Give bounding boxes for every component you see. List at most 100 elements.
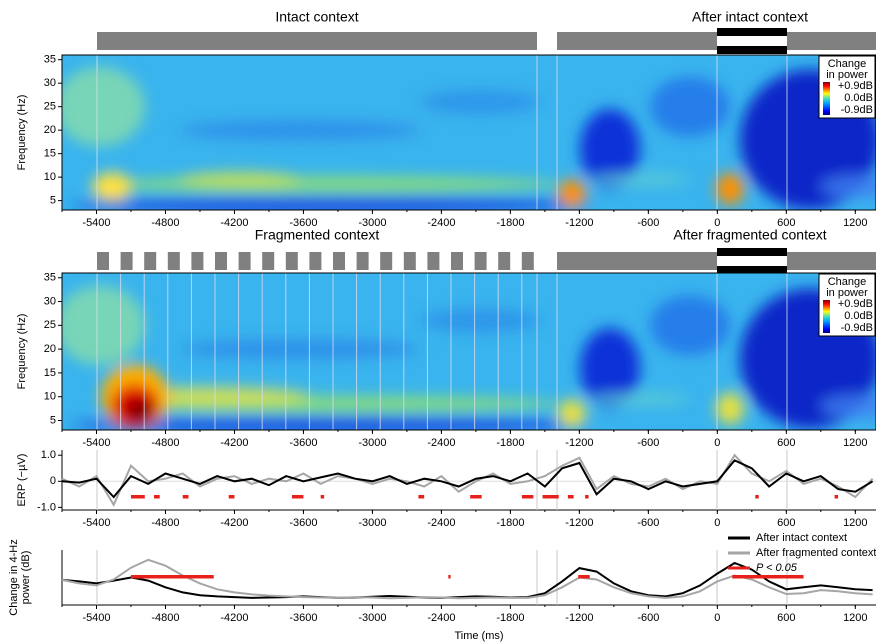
- colorbar-label: +0.9dB: [838, 298, 873, 310]
- x-tick-label: -5400: [82, 612, 110, 624]
- context-label: After intact context: [692, 9, 808, 25]
- y-tick-label: 10: [44, 391, 56, 403]
- context-block: [238, 252, 251, 270]
- x-tick-label: -600: [637, 517, 659, 529]
- significance-bar: [585, 495, 589, 499]
- heat-blob: [590, 393, 690, 406]
- x-tick-label: -1800: [496, 612, 524, 624]
- context-block: [167, 252, 180, 270]
- colorbar-title: in power: [826, 69, 868, 81]
- x-tick-label: -5400: [82, 517, 110, 529]
- y-tick-label: 30: [44, 295, 56, 307]
- y-tick-label: 30: [44, 77, 56, 89]
- colorbar-title: in power: [826, 287, 868, 299]
- colorbar: [823, 300, 830, 333]
- significance-bar: [182, 495, 189, 499]
- context-block: [498, 252, 511, 270]
- x-tick-label: -3000: [358, 612, 386, 624]
- y-tick-label: 15: [44, 367, 56, 379]
- heat-blob: [180, 171, 300, 188]
- heat-blob: [100, 176, 560, 193]
- y-tick-label: 15: [44, 148, 56, 160]
- x-tick-label: 1200: [843, 612, 867, 624]
- y-tick-label: 5: [50, 195, 56, 207]
- context-block: [521, 252, 534, 270]
- y-axis-label: Change in 4-Hz: [8, 539, 20, 615]
- x-tick-label: -1800: [496, 437, 524, 449]
- x-tick-label: -2400: [427, 437, 455, 449]
- colorbar-title: Change: [828, 276, 867, 288]
- x-tick-label: -3000: [358, 437, 386, 449]
- x-tick-label: 0: [714, 612, 720, 624]
- context-label: Intact context: [275, 9, 358, 25]
- x-tick-label: -4800: [151, 517, 179, 529]
- x-tick-label: 600: [777, 517, 795, 529]
- y-axis-label: ERP (−µV): [16, 454, 28, 507]
- heat-blob: [820, 394, 876, 419]
- x-tick-label: 0: [714, 437, 720, 449]
- heat-blob: [650, 295, 730, 356]
- context-bar: [97, 32, 537, 50]
- colorbar: [823, 82, 830, 115]
- target-box-inner: [717, 36, 787, 46]
- context-bar: [557, 252, 876, 270]
- x-tick-label: -3600: [289, 437, 317, 449]
- heat-blob: [420, 308, 540, 333]
- context-block: [285, 252, 298, 270]
- significance-bar: [418, 495, 425, 499]
- y-tick-label: 10: [44, 171, 56, 183]
- significance-bar: [732, 575, 804, 579]
- x-tick-label: -1200: [565, 437, 593, 449]
- heat-blob: [650, 76, 730, 137]
- context-block: [451, 252, 463, 270]
- x-tick-label: 0: [714, 217, 720, 229]
- heat-blob: [580, 108, 640, 189]
- significance-bar: [130, 575, 214, 579]
- x-tick-label: 600: [777, 437, 795, 449]
- x-tick-label: -3600: [289, 517, 317, 529]
- x-tick-label: -4200: [220, 217, 248, 229]
- significance-bar: [291, 495, 304, 499]
- x-tick-label: -1800: [496, 217, 524, 229]
- legend-label: P < 0.05: [756, 562, 798, 574]
- colorbar-label: +0.9dB: [838, 80, 873, 92]
- significance-bar: [228, 495, 235, 499]
- y-tick-label: 0: [50, 475, 56, 487]
- y-tick-label: 35: [44, 54, 56, 66]
- x-tick-label: 1200: [843, 217, 867, 229]
- heat-blob: [70, 197, 590, 210]
- heatmap: [62, 55, 876, 210]
- heat-blob: [558, 399, 586, 428]
- x-tick-label: -1800: [496, 517, 524, 529]
- context-block: [356, 252, 369, 270]
- legend-label: After fragmented context: [756, 547, 876, 559]
- significance-bar: [448, 575, 451, 579]
- heat-blob: [580, 328, 640, 409]
- series-line: [61, 459, 874, 499]
- context-block: [120, 252, 133, 270]
- y-axis-label: power (dB): [20, 551, 32, 605]
- heat-blob: [716, 172, 744, 205]
- y-tick-label: 35: [44, 272, 56, 284]
- heat-blob: [180, 339, 420, 360]
- context-block: [309, 252, 322, 270]
- x-tick-label: 1200: [843, 437, 867, 449]
- context-label: After fragmented context: [673, 227, 826, 243]
- heat-blob: [716, 392, 744, 425]
- context-label: Fragmented context: [255, 227, 380, 243]
- significance-bar: [542, 495, 559, 499]
- y-tick-label: -1.0: [37, 501, 56, 513]
- x-tick-label: -3600: [289, 217, 317, 229]
- legend-label: After intact context: [756, 532, 847, 544]
- significance-bar: [755, 495, 759, 499]
- significance-bar: [834, 495, 839, 499]
- heat-blob: [180, 120, 420, 141]
- significance-bar: [470, 495, 482, 499]
- heat-blob: [558, 179, 586, 208]
- context-block: [403, 252, 416, 270]
- x-tick-label: -4800: [151, 217, 179, 229]
- x-tick-label: -2400: [427, 217, 455, 229]
- context-block: [144, 252, 157, 270]
- x-tick-label: -3000: [358, 517, 386, 529]
- y-tick-label: 25: [44, 101, 56, 113]
